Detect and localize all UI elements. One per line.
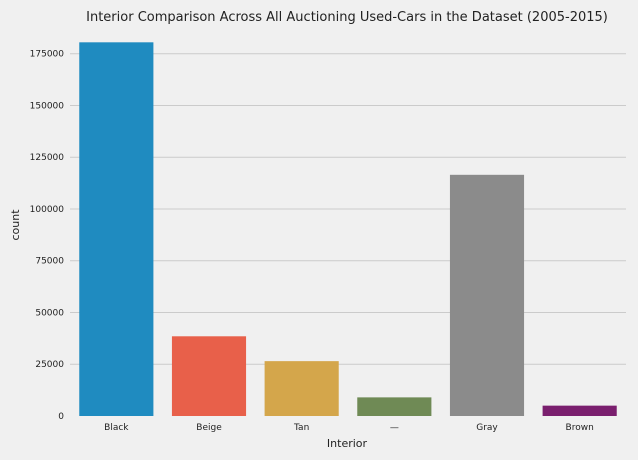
bar-4	[357, 397, 432, 416]
y-tick-label: 0	[58, 412, 64, 422]
y-tick-label: 175000	[30, 50, 65, 60]
y-tick-label: 50000	[35, 308, 64, 318]
bar-3	[264, 361, 339, 416]
x-tick-label: Gray	[476, 423, 498, 433]
x-tick-labels: Black Beige Tan — Gray Brown	[104, 423, 594, 433]
x-tick-label: —	[390, 423, 399, 433]
bar-1	[79, 42, 154, 416]
x-tick-label: Black	[104, 423, 129, 433]
bar-2	[171, 336, 247, 416]
y-tick-label: 100000	[30, 205, 65, 215]
bar-6	[542, 405, 617, 416]
y-tick-label: 125000	[30, 153, 65, 163]
x-tick-label: Beige	[196, 423, 222, 433]
y-tick-label: 25000	[35, 360, 64, 370]
y-tick-label: 75000	[35, 257, 64, 267]
x-tick-label: Brown	[566, 423, 594, 433]
y-tick-label: 150000	[30, 101, 65, 111]
x-axis-label: Interior	[327, 437, 368, 450]
y-tick-labels: 0 25000 50000 75000 100000 125000 150000 175000	[30, 50, 65, 422]
grid-lines	[70, 53, 626, 365]
y-axis-label: count	[9, 209, 22, 241]
x-tick-label: Tan	[293, 423, 309, 433]
bar-5	[449, 174, 525, 416]
chart-title: Interior Comparison Across All Auctionin…	[86, 10, 608, 25]
bars	[79, 42, 617, 416]
